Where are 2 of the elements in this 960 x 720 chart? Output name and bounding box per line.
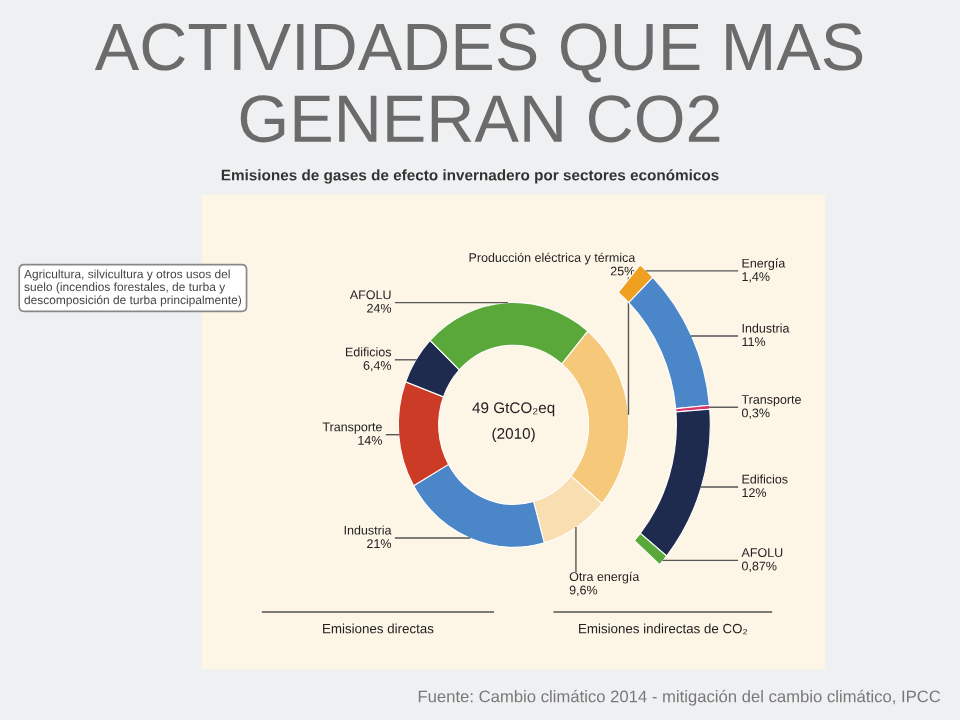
chart-title: ACTIVIDADES QUE MAS GENERAN CO2 bbox=[94, 23, 863, 143]
source-note: Fuente: Cambio climático 2014 - mitigación del cambio climático, IPCC bbox=[418, 689, 941, 706]
